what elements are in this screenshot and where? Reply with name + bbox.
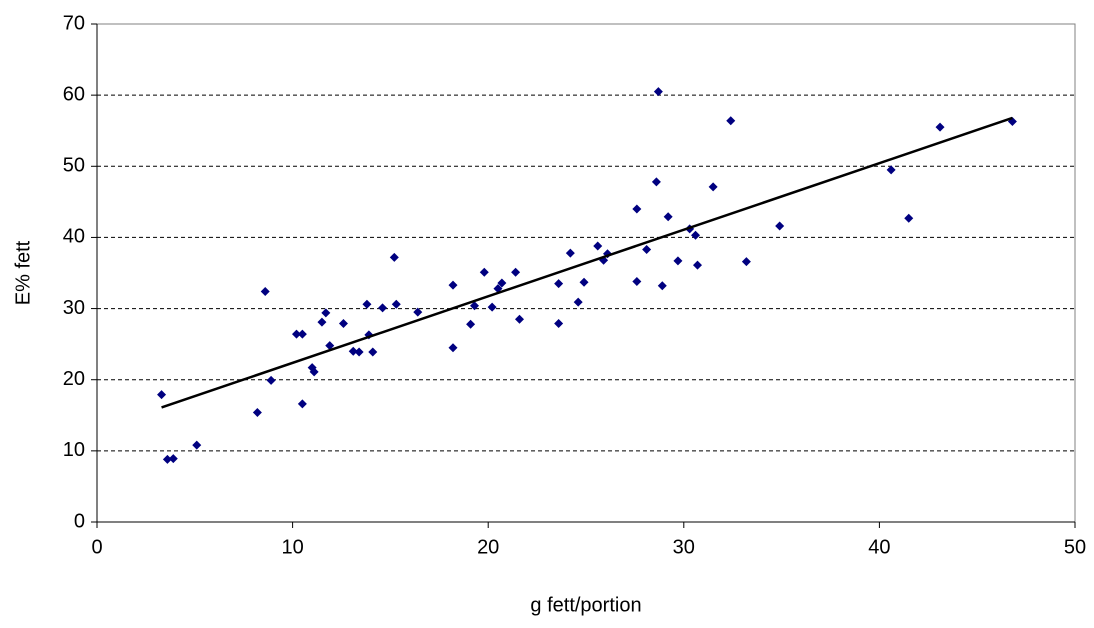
- point: [292, 329, 302, 339]
- point: [741, 257, 751, 267]
- point: [579, 277, 589, 287]
- point: [497, 278, 507, 288]
- y-tick-label: 20: [63, 368, 85, 390]
- point: [904, 213, 914, 223]
- point: [354, 347, 364, 357]
- y-tick-label: 0: [74, 510, 85, 532]
- trendline: [161, 116, 1013, 409]
- point: [168, 454, 178, 464]
- point: [599, 255, 609, 265]
- y-axis-label: E% fett: [12, 240, 34, 305]
- y-tick-label: 60: [63, 83, 85, 105]
- point: [389, 252, 399, 262]
- point: [252, 407, 262, 417]
- point: [632, 277, 642, 287]
- point: [348, 346, 358, 356]
- point: [448, 280, 458, 290]
- point: [297, 399, 307, 409]
- x-axis-label: g fett/portion: [530, 594, 641, 616]
- point: [157, 390, 167, 400]
- y-tick-label: 30: [63, 297, 85, 319]
- point: [368, 347, 378, 357]
- point: [260, 286, 270, 296]
- point: [511, 267, 521, 277]
- y-tick-label: 10: [63, 439, 85, 461]
- point: [362, 299, 372, 309]
- point: [448, 343, 458, 353]
- point: [651, 177, 661, 187]
- point: [642, 245, 652, 255]
- point: [632, 204, 642, 214]
- point: [692, 260, 702, 270]
- point: [663, 212, 673, 222]
- point: [325, 341, 335, 351]
- x-tick-label: 0: [91, 536, 102, 558]
- point: [653, 87, 663, 97]
- plot-area: [96, 23, 1076, 523]
- point: [603, 249, 613, 259]
- x-tick-label: 40: [868, 536, 890, 558]
- point: [691, 230, 701, 240]
- point: [886, 165, 896, 175]
- point: [554, 279, 564, 289]
- point: [192, 440, 202, 450]
- point: [317, 317, 327, 327]
- point: [554, 319, 564, 329]
- y-tick-label: 70: [63, 12, 85, 34]
- point: [297, 329, 307, 339]
- x-tick-label: 30: [673, 536, 695, 558]
- point: [673, 256, 683, 266]
- point: [708, 182, 718, 192]
- y-tick-label: 40: [63, 226, 85, 248]
- point: [573, 297, 583, 307]
- point: [338, 319, 348, 329]
- point: [470, 301, 480, 311]
- point: [162, 454, 172, 464]
- point: [775, 221, 785, 231]
- point: [321, 308, 331, 318]
- x-tick-label: 10: [281, 536, 303, 558]
- point: [266, 375, 276, 385]
- point: [378, 303, 388, 313]
- point: [726, 116, 736, 126]
- point: [391, 299, 401, 309]
- point: [514, 314, 524, 324]
- x-tick-label: 50: [1064, 536, 1086, 558]
- point: [309, 367, 319, 377]
- point: [466, 319, 476, 329]
- point: [479, 267, 489, 277]
- point: [413, 307, 423, 317]
- x-tick-label: 20: [477, 536, 499, 558]
- y-tick-label: 50: [63, 155, 85, 177]
- point: [487, 302, 497, 312]
- point: [657, 281, 667, 291]
- point: [565, 248, 575, 258]
- point: [935, 122, 945, 132]
- point: [593, 241, 603, 251]
